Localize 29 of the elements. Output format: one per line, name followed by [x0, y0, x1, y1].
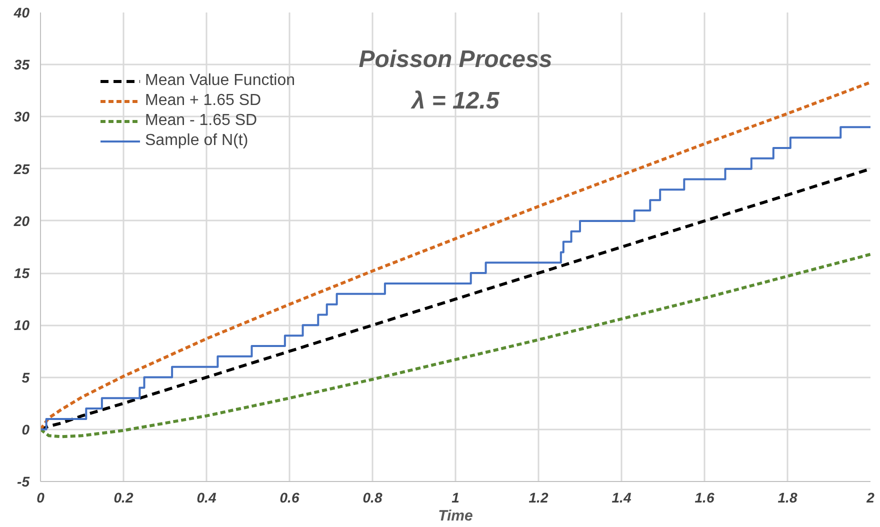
y-tick-label: 40 — [12, 4, 30, 20]
line-series — [40, 252, 870, 438]
x-tick-label: 0.4 — [196, 490, 216, 506]
legend-label: Mean - 1.65 SD — [145, 112, 258, 130]
x-tick-label: 0.2 — [114, 490, 134, 506]
y-tick-label: 15 — [14, 265, 30, 282]
x-axis-title: Time — [438, 508, 473, 524]
x-tick-label: 1.8 — [778, 490, 798, 506]
text: Poisson Process — [358, 46, 552, 73]
x-tick-label: 1.6 — [694, 490, 714, 506]
legend-label: Mean Value Function — [145, 72, 296, 90]
x-tick-label: 0.8 — [362, 490, 382, 506]
legend-label: Mean + 1.65 SD — [145, 92, 262, 110]
x-tick-label: 0.6 — [280, 490, 300, 506]
y-tick-label: 0 — [22, 421, 30, 438]
x-tick-label: 0 — [36, 490, 45, 506]
y-tick-label: 25 — [12, 160, 30, 177]
y-tick-label: 10 — [14, 317, 30, 334]
y-tick-label: 30 — [14, 108, 30, 125]
x-tick-label: 1.2 — [528, 490, 548, 506]
x-tick-label: 1 — [452, 490, 460, 506]
text: λ = 12.5 — [410, 88, 500, 115]
y-tick-label: 5 — [22, 369, 30, 386]
legend-label: Sample of N(t) — [145, 132, 248, 150]
x-tick-label: 1.4 — [612, 490, 632, 506]
y-tick-label: 35 — [14, 56, 30, 73]
y-tick-label: -5 — [17, 474, 30, 490]
x-tick-label: 2 — [866, 490, 875, 506]
y-tick-label: 20 — [12, 212, 30, 229]
